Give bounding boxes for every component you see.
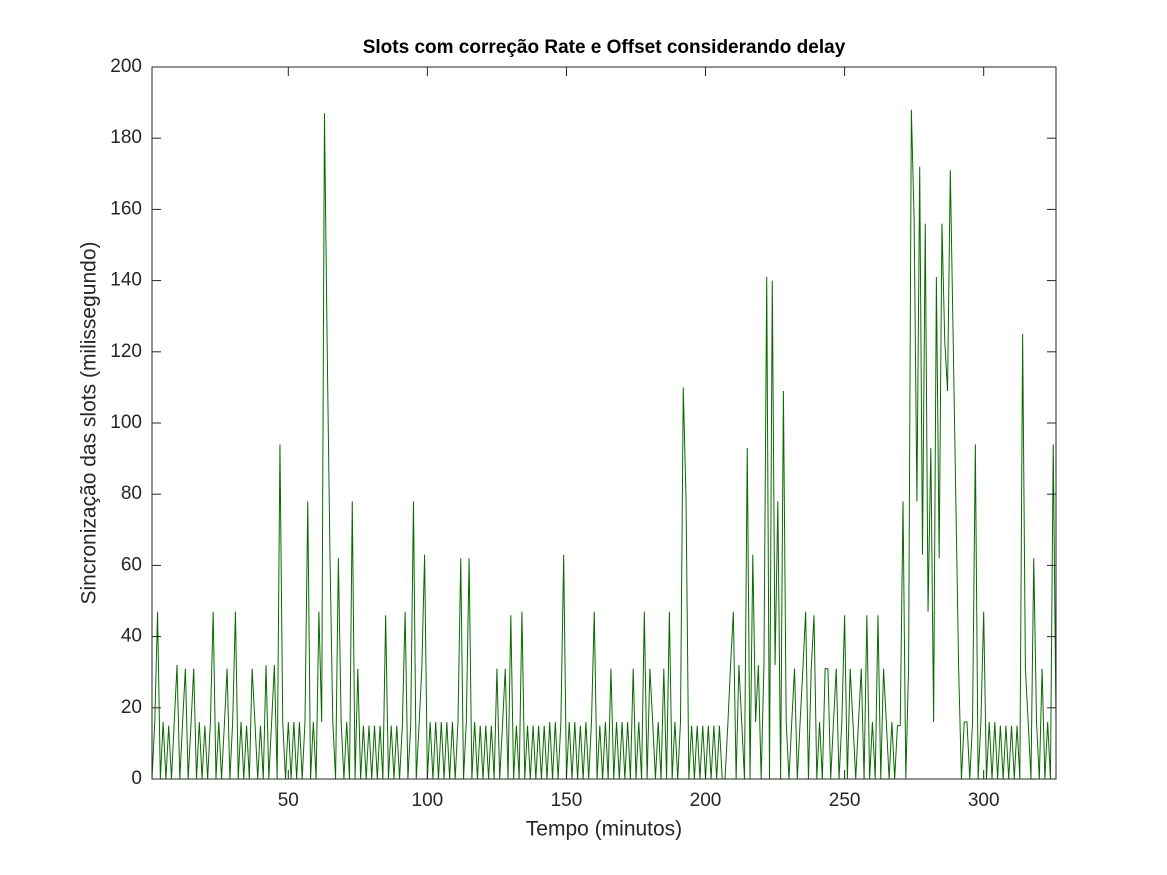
y-tick-label: 140: [110, 270, 142, 291]
x-tick-label: 300: [968, 790, 1000, 811]
y-tick-label: 160: [110, 198, 142, 219]
y-tick-label: 120: [110, 341, 142, 362]
data-line: [151, 109, 1057, 780]
y-tick-label: 200: [110, 56, 142, 77]
x-tick-label: 150: [551, 790, 583, 811]
y-tick-label: 100: [110, 412, 142, 433]
x-tick-label: 50: [278, 790, 299, 811]
y-tick-label: 40: [121, 626, 142, 647]
plot-area: [152, 67, 1056, 779]
y-tick-label: 180: [110, 127, 142, 148]
chart-title: Slots com correção Rate e Offset conside…: [363, 37, 846, 58]
x-tick-label: 250: [829, 790, 861, 811]
y-tick-label: 60: [121, 554, 142, 575]
x-tick-label: 100: [412, 790, 444, 811]
y-tick-label: 80: [121, 483, 142, 504]
y-tick-label: 0: [131, 768, 142, 789]
y-axis-label: Sincronização das slots (milissegundo): [78, 242, 101, 605]
x-tick-label: 200: [690, 790, 722, 811]
y-tick-label: 20: [121, 697, 142, 718]
x-axis-label: Tempo (minutos): [526, 818, 682, 841]
